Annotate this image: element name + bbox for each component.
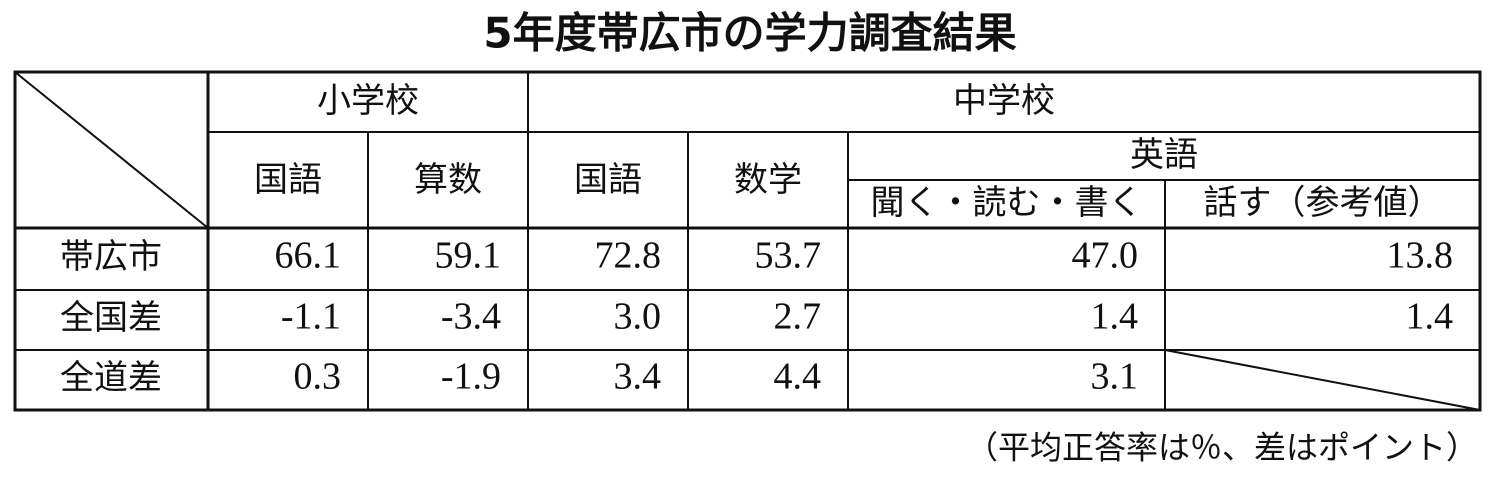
note: （平均正答率は％、差はポイント） <box>966 429 1478 467</box>
cell-value: 3.0 <box>614 296 662 338</box>
group-header: 英語 <box>1130 135 1198 175</box>
table-lines <box>13 70 1482 412</box>
cell-value: 59.1 <box>435 235 502 277</box>
group-header: 小学校 <box>317 81 419 121</box>
cell-value: -1.9 <box>441 356 501 398</box>
row-header: 帯広市 <box>60 237 162 277</box>
diagonal <box>1164 349 1481 411</box>
row-header: 全道差 <box>60 358 162 398</box>
diagonal <box>14 71 209 229</box>
cell-value: 0.3 <box>294 356 342 398</box>
row-header: 全国差 <box>60 298 162 338</box>
cell-value: 2.7 <box>774 296 822 338</box>
cell-value: 3.1 <box>1091 356 1139 398</box>
cell-value: 4.4 <box>774 356 822 398</box>
cell-value: -3.4 <box>441 296 501 338</box>
column-header: 国語 <box>574 160 642 200</box>
column-header: 国語 <box>254 160 322 200</box>
cell-value: 13.8 <box>1387 235 1454 277</box>
cell-value: 72.8 <box>595 235 662 277</box>
column-header: 話す（参考値） <box>1204 183 1442 223</box>
cell-value: 1.4 <box>1091 296 1139 338</box>
column-header: 算数 <box>414 160 482 200</box>
cell-value: 47.0 <box>1072 235 1139 277</box>
cell-value: 53.7 <box>755 235 822 277</box>
cell-value: 3.4 <box>614 356 662 398</box>
cell-value: 66.1 <box>275 235 342 277</box>
column-header: 数学 <box>734 160 802 200</box>
table-border <box>13 70 1482 412</box>
cell-value: -1.1 <box>281 296 341 338</box>
title: 5年度帯広市の学力調査結果 <box>483 9 1016 58</box>
cell-value: 1.4 <box>1406 296 1454 338</box>
column-header: 聞く・読む・書く <box>871 183 1143 223</box>
group-header: 中学校 <box>953 81 1055 121</box>
